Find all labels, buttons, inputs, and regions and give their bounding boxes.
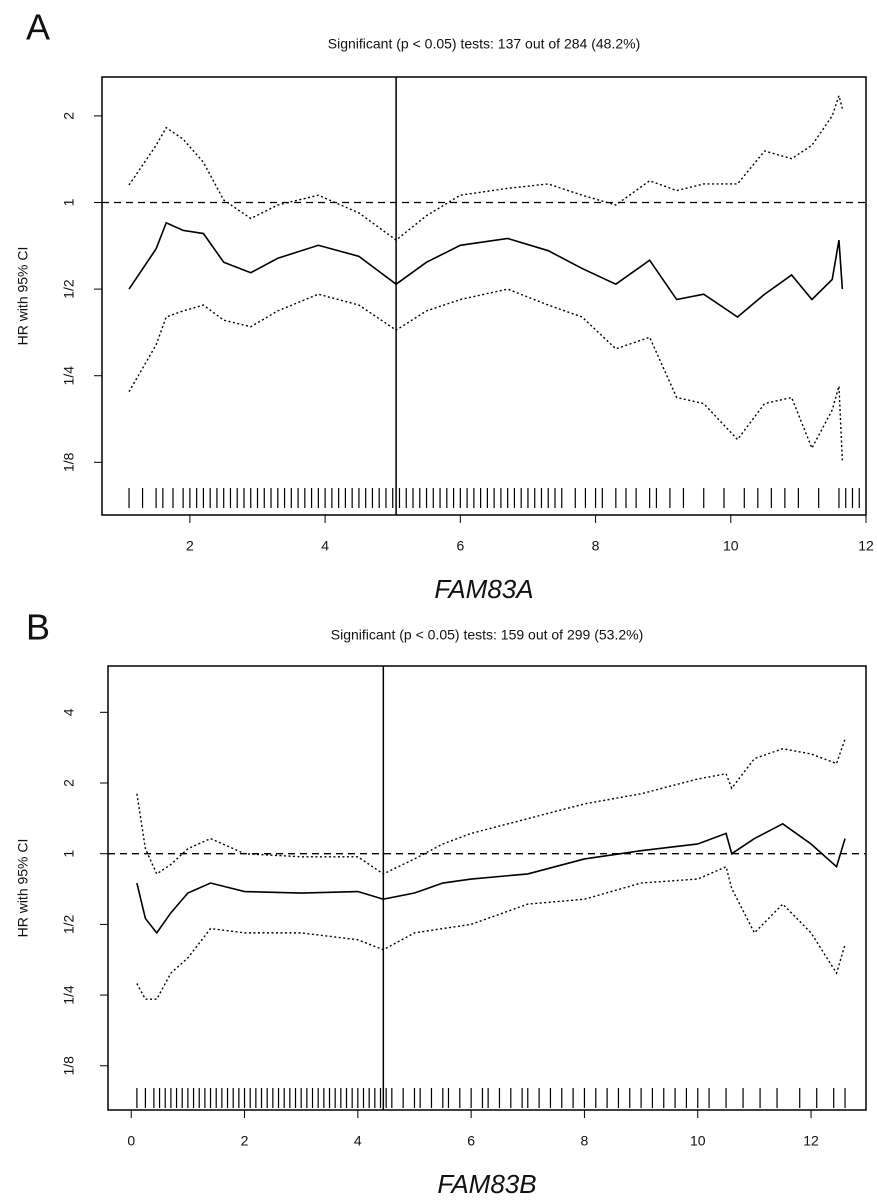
y-tick-label: 1/8 (61, 1056, 77, 1076)
y-tick-label: 1/2 (61, 914, 77, 934)
y-tick-label: 1 (61, 198, 77, 206)
x-tick-label: 2 (186, 538, 194, 554)
x-tick-label: 6 (467, 1133, 475, 1149)
x-tick-label: 12 (858, 538, 874, 554)
x-tick-label: 0 (127, 1133, 135, 1149)
hr-line (136, 822, 846, 935)
x-tick-label: 8 (581, 1133, 589, 1149)
y-tick-label: 2 (61, 112, 77, 120)
y-tick-label: 4 (61, 708, 77, 716)
x-tick-label: 6 (456, 538, 464, 554)
x-tick-label: 4 (321, 538, 329, 554)
x-tick-label: 12 (803, 1133, 819, 1149)
panel-letter: B (26, 607, 50, 648)
x-tick-label: 4 (354, 1133, 362, 1149)
y-tick-label: 1/4 (61, 366, 77, 386)
chart-title: Significant (p < 0.05) tests: 137 out of… (328, 36, 640, 52)
y-tick-label: 2 (61, 779, 77, 787)
y-tick-label: 1 (61, 850, 77, 858)
plot-frame (107, 665, 867, 1111)
hr-line (128, 288, 844, 461)
y-axis-label: HR with 95% CI (15, 839, 31, 938)
x-axis-label: FAM83A (434, 574, 533, 604)
y-tick-label: 1/4 (61, 985, 77, 1005)
chart-title: Significant (p < 0.05) tests: 159 out of… (331, 627, 643, 643)
x-tick-label: 8 (592, 538, 600, 554)
y-tick-label: 1/2 (61, 279, 77, 299)
x-tick-label: 10 (690, 1133, 706, 1149)
hr-line (136, 738, 846, 875)
panel-letter: A (26, 7, 50, 48)
x-tick-label: 2 (241, 1133, 249, 1149)
hr-line (128, 93, 844, 241)
hr-line (128, 221, 844, 318)
hr-line (136, 865, 846, 1000)
y-tick-label: 1/8 (61, 452, 77, 472)
x-axis-label: FAM83B (437, 1169, 536, 1199)
x-tick-label: 10 (723, 538, 739, 554)
plot-frame (101, 76, 867, 516)
y-axis-label: HR with 95% CI (15, 247, 31, 346)
